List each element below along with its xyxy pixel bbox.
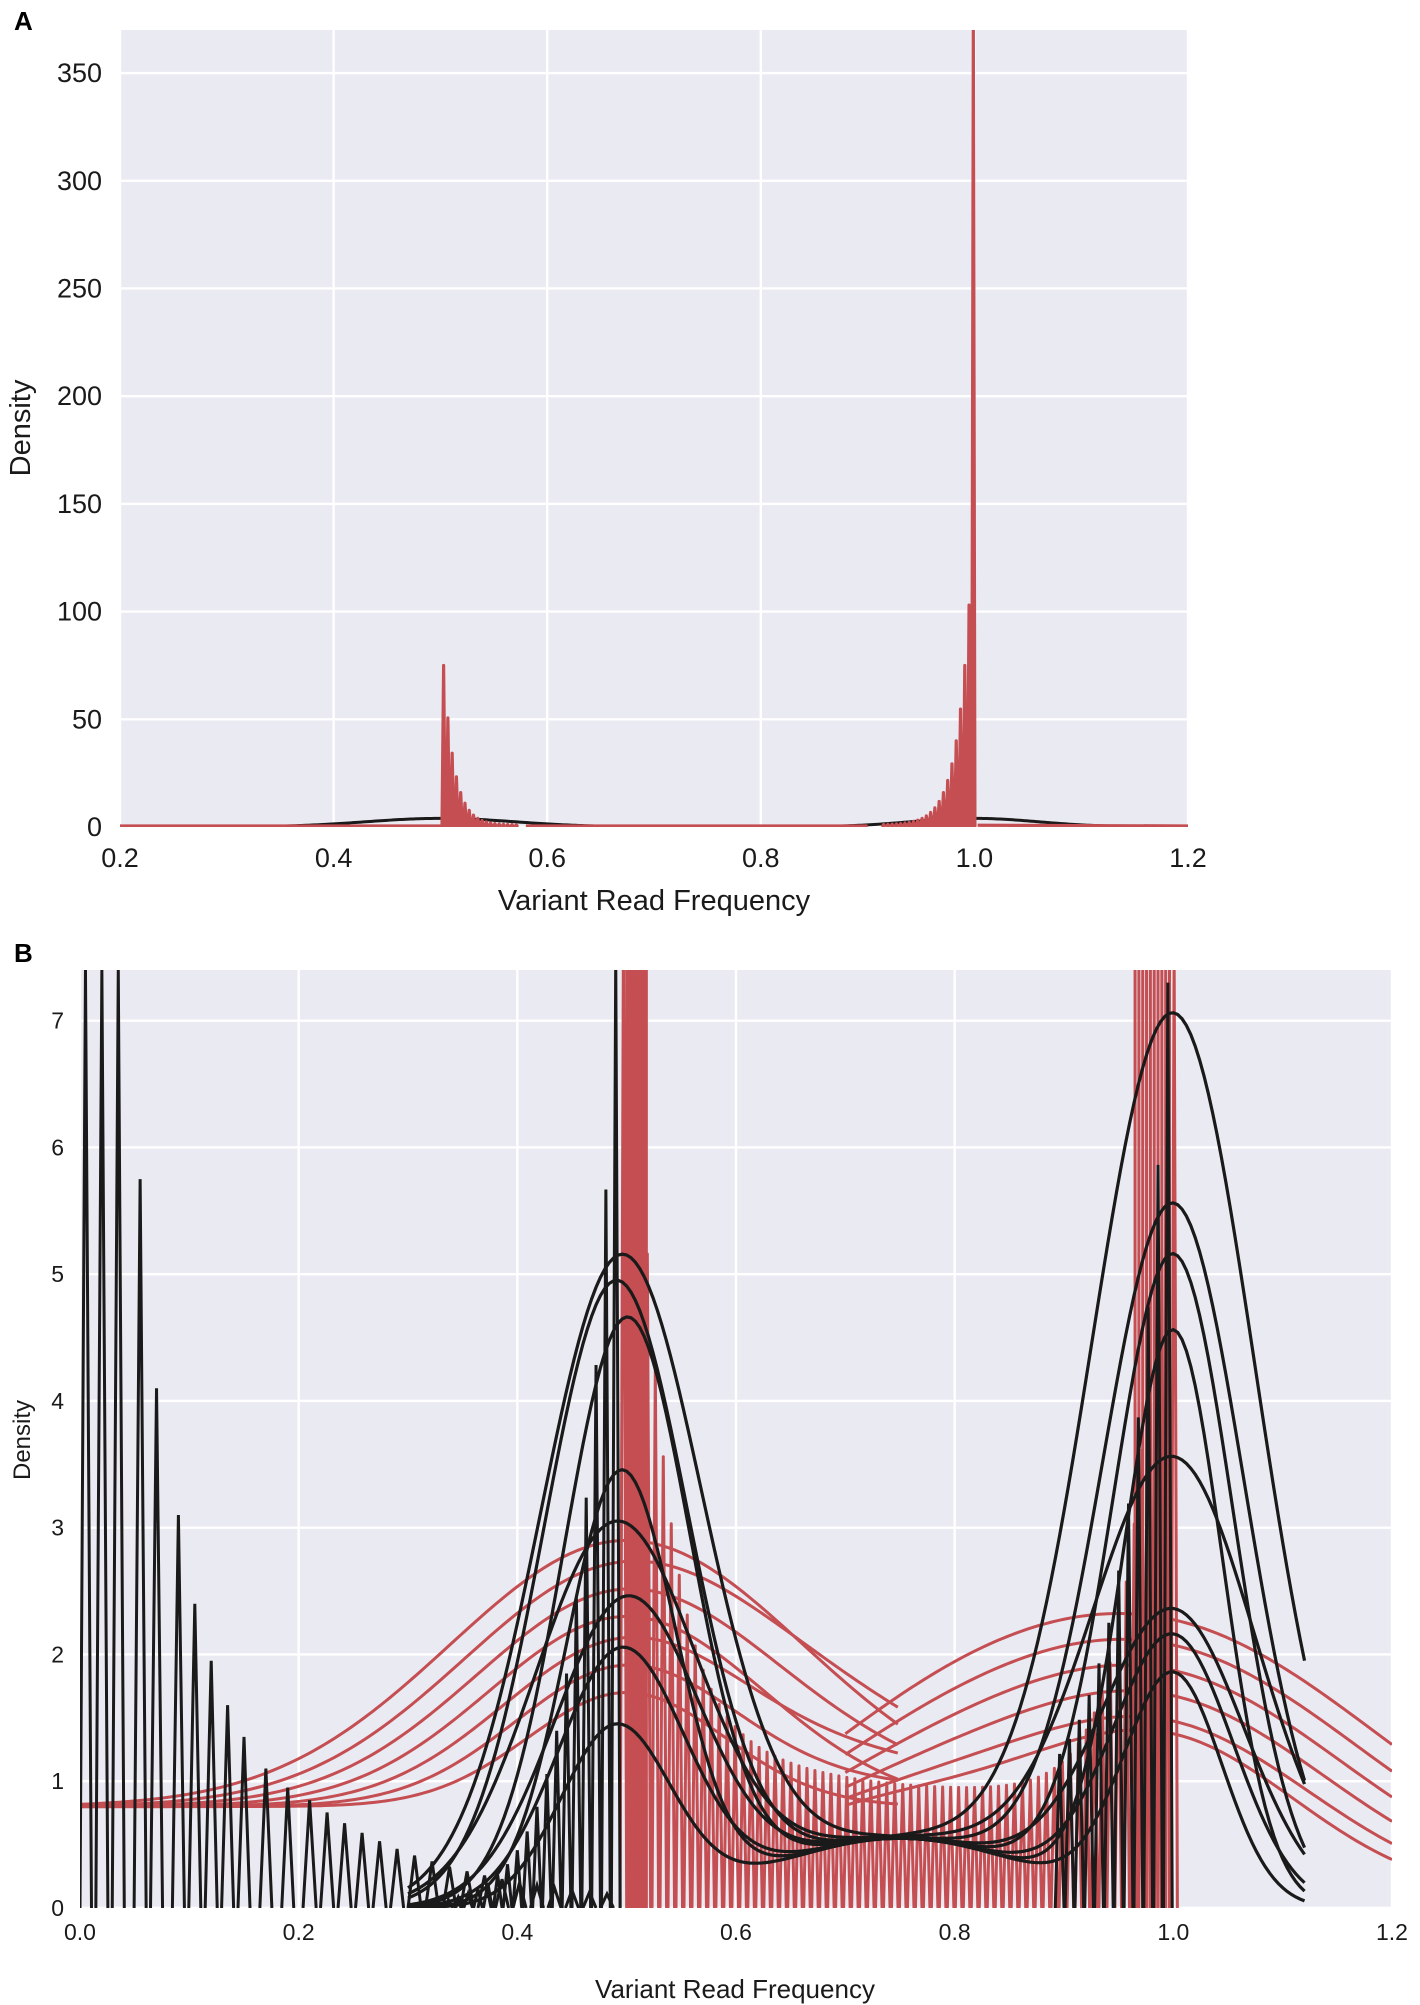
y-tick-label-b: 2 xyxy=(51,1641,64,1667)
x-tick-label-a: 0.6 xyxy=(528,843,566,873)
x-tick-label-b: 0.0 xyxy=(64,1919,96,1945)
x-ticks-b: 0.0 0.2 0.4 0.6 0.8 1.0 1.2 xyxy=(64,1919,1408,1945)
x-axis-label-b: Variant Read Frequency xyxy=(595,1974,875,2004)
series-black-smooth xyxy=(407,1252,934,1890)
y-tick-label-a: 200 xyxy=(57,381,102,411)
grid-a xyxy=(118,30,1190,829)
y-tick-label-b: 5 xyxy=(51,1261,64,1287)
x-tick-label-a: 0.2 xyxy=(101,843,139,873)
series-black-comb-mid xyxy=(442,970,1174,1908)
x-tick-label-a: 1.0 xyxy=(956,843,994,873)
y-tick-label-a: 50 xyxy=(72,704,102,734)
y-tick-label-a: 100 xyxy=(57,597,102,627)
y-axis-label-b: Density xyxy=(9,1400,36,1480)
x-tick-label-b: 0.4 xyxy=(501,1919,533,1945)
series-red-a xyxy=(120,30,1188,827)
x-tick-label-b: 0.8 xyxy=(939,1919,971,1945)
series-red-smooth xyxy=(80,1538,899,1806)
series-group-a xyxy=(120,30,1188,827)
y-axis-label-a: Density xyxy=(5,379,37,476)
x-tick-label-a: 0.8 xyxy=(742,843,780,873)
y-tick-label-a: 350 xyxy=(57,58,102,88)
y-tick-label-b: 4 xyxy=(51,1388,64,1414)
series-black-smooth xyxy=(889,1251,1307,1849)
y-tick-label-b: 1 xyxy=(51,1768,64,1794)
x-tick-label-b: 1.2 xyxy=(1376,1919,1408,1945)
series-black-smooth xyxy=(407,1278,933,1900)
panel-label-b: B xyxy=(14,938,33,968)
chart-panel-b: 0.0 0.2 0.4 0.6 0.8 1.0 1.2 0 1 2 3 4 5 6 7 Variant R… xyxy=(9,970,1408,2004)
plot-area-a xyxy=(120,30,1188,827)
x-tick-label-a: 0.4 xyxy=(315,843,353,873)
grid-b xyxy=(78,970,1394,1910)
x-tick-label-b: 0.6 xyxy=(720,1919,752,1945)
x-tick-label-b: 1.0 xyxy=(1157,1919,1189,1945)
series-group-b xyxy=(80,970,1392,1908)
y-tick-label-b: 6 xyxy=(51,1134,64,1160)
y-ticks-b: 0 1 2 3 4 5 6 7 xyxy=(51,1008,64,1921)
series-red-smooth xyxy=(80,1635,899,1809)
x-axis-label-a: Variant Read Frequency xyxy=(498,885,811,917)
series-red-smooth xyxy=(80,1587,899,1808)
y-tick-label-a: 150 xyxy=(57,489,102,519)
panel-label-a: A xyxy=(14,6,33,36)
x-tick-label-b: 0.2 xyxy=(283,1919,315,1945)
series-black-smooth xyxy=(888,1201,1307,1840)
series-black-comb-low xyxy=(80,970,615,1908)
y-tick-label-b: 7 xyxy=(51,1008,64,1034)
series-black-smooth xyxy=(407,1519,934,1896)
y-tick-label-b: 3 xyxy=(51,1515,64,1541)
series-red-smooth xyxy=(80,1559,899,1808)
y-ticks-a: 0 50 100 150 200 250 300 350 xyxy=(57,58,102,842)
series-red-smooth xyxy=(80,1614,899,1809)
y-tick-label-a: 300 xyxy=(57,166,102,196)
x-tick-label-a: 1.2 xyxy=(1169,843,1207,873)
chart-panel-a: 0.2 0.4 0.6 0.8 1.0 1.2 0 50 100 150 200 250 300 350… xyxy=(5,30,1207,917)
y-tick-label-a: 0 xyxy=(87,812,102,842)
series-black-smooth xyxy=(888,1011,1307,1838)
x-ticks-a: 0.2 0.4 0.6 0.8 1.0 1.2 xyxy=(101,843,1207,873)
y-tick-label-b: 0 xyxy=(51,1895,64,1921)
y-tick-label-a: 250 xyxy=(57,273,102,303)
